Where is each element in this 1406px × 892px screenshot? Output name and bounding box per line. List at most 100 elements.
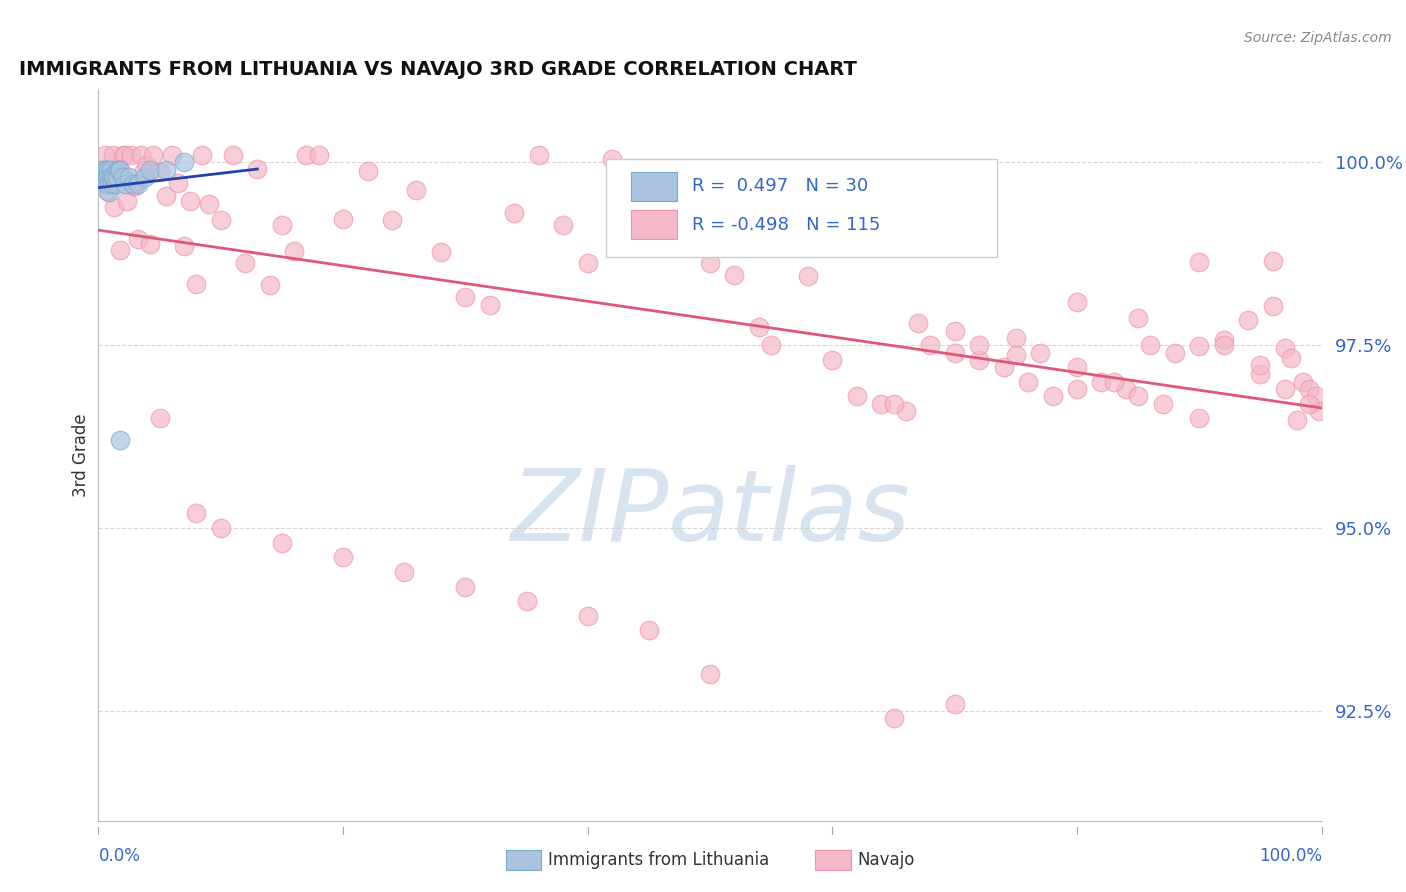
- Point: [110, 243, 132, 257]
- Y-axis label: 3rd Grade: 3rd Grade: [72, 413, 90, 497]
- Point: [332, 212, 354, 227]
- Point: [160, 148, 183, 162]
- Point: [105, 169, 128, 184]
- Point: [1274, 382, 1296, 396]
- Point: [100, 162, 122, 177]
- Point: [626, 229, 648, 244]
- Point: [1029, 345, 1052, 359]
- Point: [1261, 254, 1284, 268]
- Point: [97, 169, 120, 184]
- Point: [637, 624, 661, 638]
- Text: Immigrants from Lithuania: Immigrants from Lithuania: [548, 851, 769, 869]
- Point: [503, 205, 526, 219]
- Point: [943, 697, 966, 711]
- Point: [1066, 382, 1088, 396]
- Point: [883, 397, 905, 411]
- Point: [270, 535, 294, 549]
- Point: [110, 434, 132, 448]
- Point: [699, 667, 721, 681]
- Point: [907, 316, 929, 330]
- Point: [101, 178, 124, 192]
- Point: [381, 212, 404, 227]
- Point: [173, 238, 195, 252]
- Point: [98, 178, 121, 192]
- Point: [120, 148, 142, 162]
- Point: [191, 148, 214, 162]
- Point: [97, 162, 120, 177]
- Point: [222, 148, 245, 162]
- Point: [1298, 397, 1320, 411]
- FancyBboxPatch shape: [630, 172, 678, 201]
- Text: IMMIGRANTS FROM LITHUANIA VS NAVAJO 3RD GRADE CORRELATION CHART: IMMIGRANTS FROM LITHUANIA VS NAVAJO 3RD …: [18, 61, 856, 79]
- Point: [1249, 368, 1271, 382]
- Point: [121, 178, 143, 192]
- Point: [772, 239, 794, 253]
- Point: [675, 235, 697, 250]
- Point: [1188, 339, 1211, 353]
- Point: [233, 256, 256, 270]
- Point: [1164, 345, 1187, 359]
- Point: [121, 179, 143, 194]
- Text: 100.0%: 100.0%: [1258, 847, 1322, 865]
- Point: [104, 178, 127, 192]
- Point: [173, 155, 195, 169]
- Point: [100, 169, 122, 184]
- Point: [114, 148, 136, 162]
- Point: [103, 169, 125, 184]
- Point: [870, 397, 893, 411]
- Point: [111, 169, 134, 184]
- Point: [1249, 358, 1271, 372]
- Point: [894, 404, 917, 418]
- Point: [1139, 338, 1161, 352]
- Point: [821, 216, 844, 230]
- Point: [96, 185, 118, 199]
- Point: [1066, 295, 1088, 310]
- Point: [1274, 342, 1296, 356]
- Point: [1279, 351, 1302, 365]
- Point: [94, 162, 117, 177]
- Point: [246, 161, 269, 176]
- Point: [1102, 375, 1125, 389]
- Point: [1152, 397, 1174, 411]
- Point: [136, 158, 159, 172]
- Text: Source: ZipAtlas.com: Source: ZipAtlas.com: [1244, 31, 1392, 45]
- Point: [167, 176, 190, 190]
- Point: [124, 178, 146, 193]
- Point: [96, 178, 118, 192]
- Point: [332, 550, 354, 565]
- Point: [553, 218, 575, 232]
- Point: [845, 389, 868, 403]
- Point: [1128, 310, 1150, 325]
- Point: [139, 162, 162, 177]
- Point: [454, 290, 477, 304]
- Point: [699, 256, 721, 270]
- Text: ZIPatlas: ZIPatlas: [510, 465, 910, 562]
- Point: [114, 178, 136, 192]
- FancyBboxPatch shape: [606, 159, 997, 258]
- Point: [98, 185, 121, 199]
- Point: [967, 338, 990, 352]
- Point: [1212, 334, 1234, 348]
- Point: [118, 169, 141, 184]
- Point: [149, 164, 172, 178]
- Point: [101, 148, 124, 162]
- Text: Navajo: Navajo: [858, 851, 915, 869]
- Point: [108, 162, 131, 177]
- Point: [283, 244, 305, 258]
- Point: [93, 169, 115, 184]
- Point: [761, 338, 783, 352]
- Point: [134, 169, 156, 184]
- Point: [111, 148, 134, 162]
- Point: [1128, 389, 1150, 403]
- Point: [103, 200, 125, 214]
- Point: [115, 194, 138, 208]
- Point: [149, 411, 172, 425]
- Point: [1305, 389, 1327, 403]
- Point: [430, 244, 453, 259]
- Point: [259, 277, 281, 292]
- Point: [920, 338, 942, 352]
- Point: [1004, 331, 1026, 345]
- Point: [96, 169, 118, 184]
- Point: [723, 268, 745, 282]
- Point: [139, 237, 162, 252]
